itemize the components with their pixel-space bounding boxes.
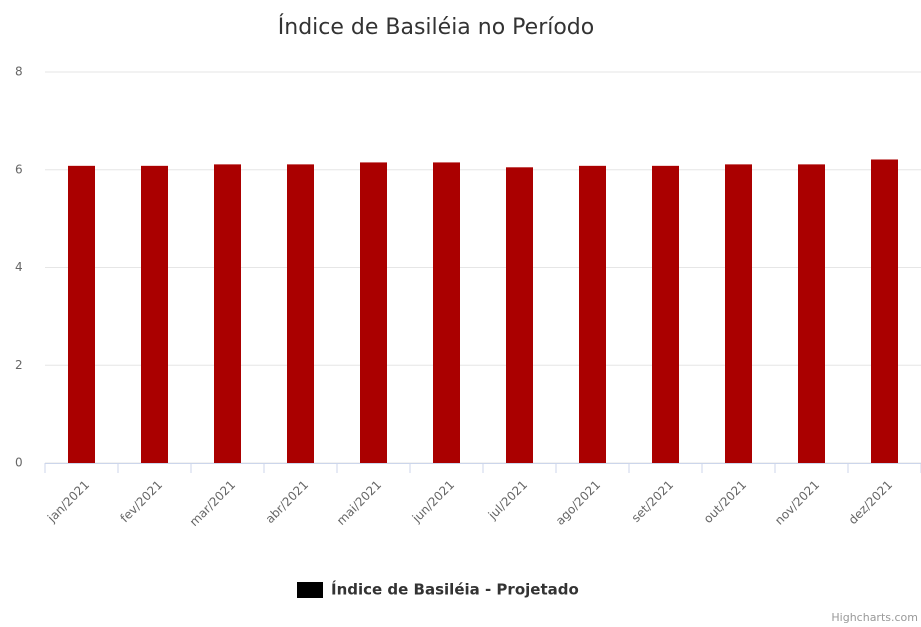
y-tick-label: 6 <box>15 162 23 176</box>
bar <box>579 165 606 463</box>
x-tick-label: mar/2021 <box>187 478 238 529</box>
bar <box>141 165 168 463</box>
y-tick-label: 2 <box>15 358 23 372</box>
bar <box>871 159 898 463</box>
x-tick-label: ago/2021 <box>553 478 603 528</box>
bar <box>360 162 387 463</box>
legend-label: Índice de Basiléia - Projetado <box>331 580 579 599</box>
bar <box>68 165 95 463</box>
bar <box>214 164 241 463</box>
bar <box>725 164 752 463</box>
legend-symbol <box>297 582 323 598</box>
chart-title: Índice de Basiléia no Período <box>278 14 594 40</box>
bar <box>652 165 679 463</box>
x-tick-label: out/2021 <box>701 478 749 526</box>
x-tick-label: nov/2021 <box>772 478 822 528</box>
x-tick-label: dez/2021 <box>846 478 895 527</box>
x-tick-label: jun/2021 <box>409 478 457 526</box>
bar <box>433 162 460 463</box>
bar <box>287 164 314 463</box>
y-tick-label: 0 <box>15 456 23 470</box>
bar <box>798 164 825 463</box>
x-tick-label: fev/2021 <box>118 478 166 526</box>
x-tick-label: jul/2021 <box>485 478 530 523</box>
y-tick-label: 4 <box>15 260 23 274</box>
x-tick-label: mai/2021 <box>334 478 384 528</box>
x-tick-label: abr/2021 <box>263 478 311 526</box>
x-tick-label: jan/2021 <box>44 478 92 526</box>
bar <box>506 167 533 463</box>
y-tick-label: 8 <box>15 65 23 79</box>
x-tick-label: set/2021 <box>629 478 676 525</box>
credits[interactable]: Highcharts.com <box>831 611 918 624</box>
